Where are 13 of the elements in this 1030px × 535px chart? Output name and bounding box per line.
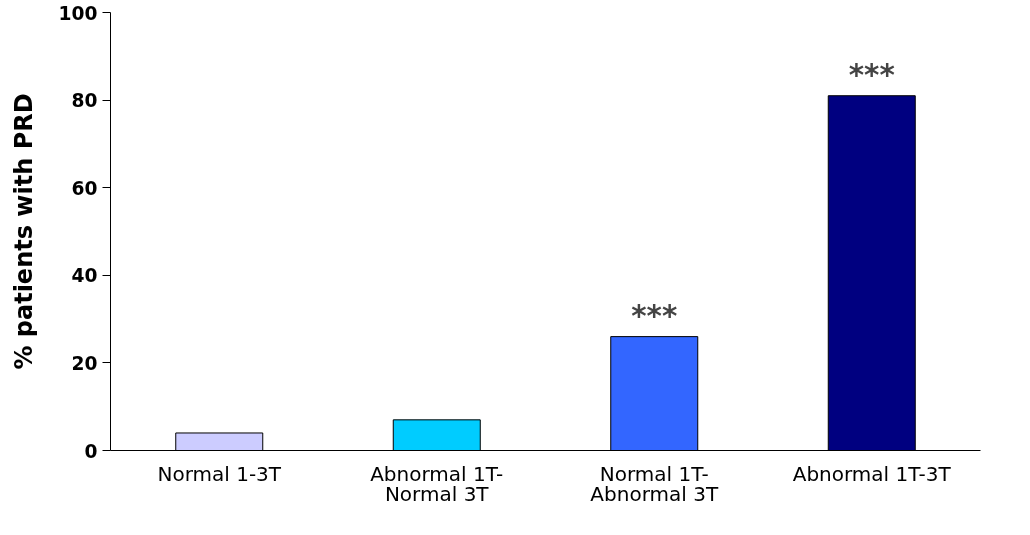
y-tick-label: 20: [71, 352, 98, 374]
x-tick-label: Abnormal 1T- Normal 3T: [370, 461, 504, 506]
annotation: ***: [848, 57, 895, 92]
y-axis-title: % patients with PRD: [9, 93, 38, 370]
y-tick-label: 0: [84, 440, 98, 462]
y-tick-label: 60: [71, 177, 98, 199]
y-tick-label: 80: [71, 90, 98, 112]
x-tick-label: Abnormal 1T-3T: [792, 461, 952, 486]
y-tick-label: 40: [71, 265, 98, 287]
y-tick-label: 100: [58, 2, 98, 24]
annotation: ***: [631, 298, 678, 333]
x-tick-label: Normal 1T- Abnormal 3T: [590, 461, 719, 506]
x-tick-label: Normal 1-3T: [157, 461, 282, 486]
